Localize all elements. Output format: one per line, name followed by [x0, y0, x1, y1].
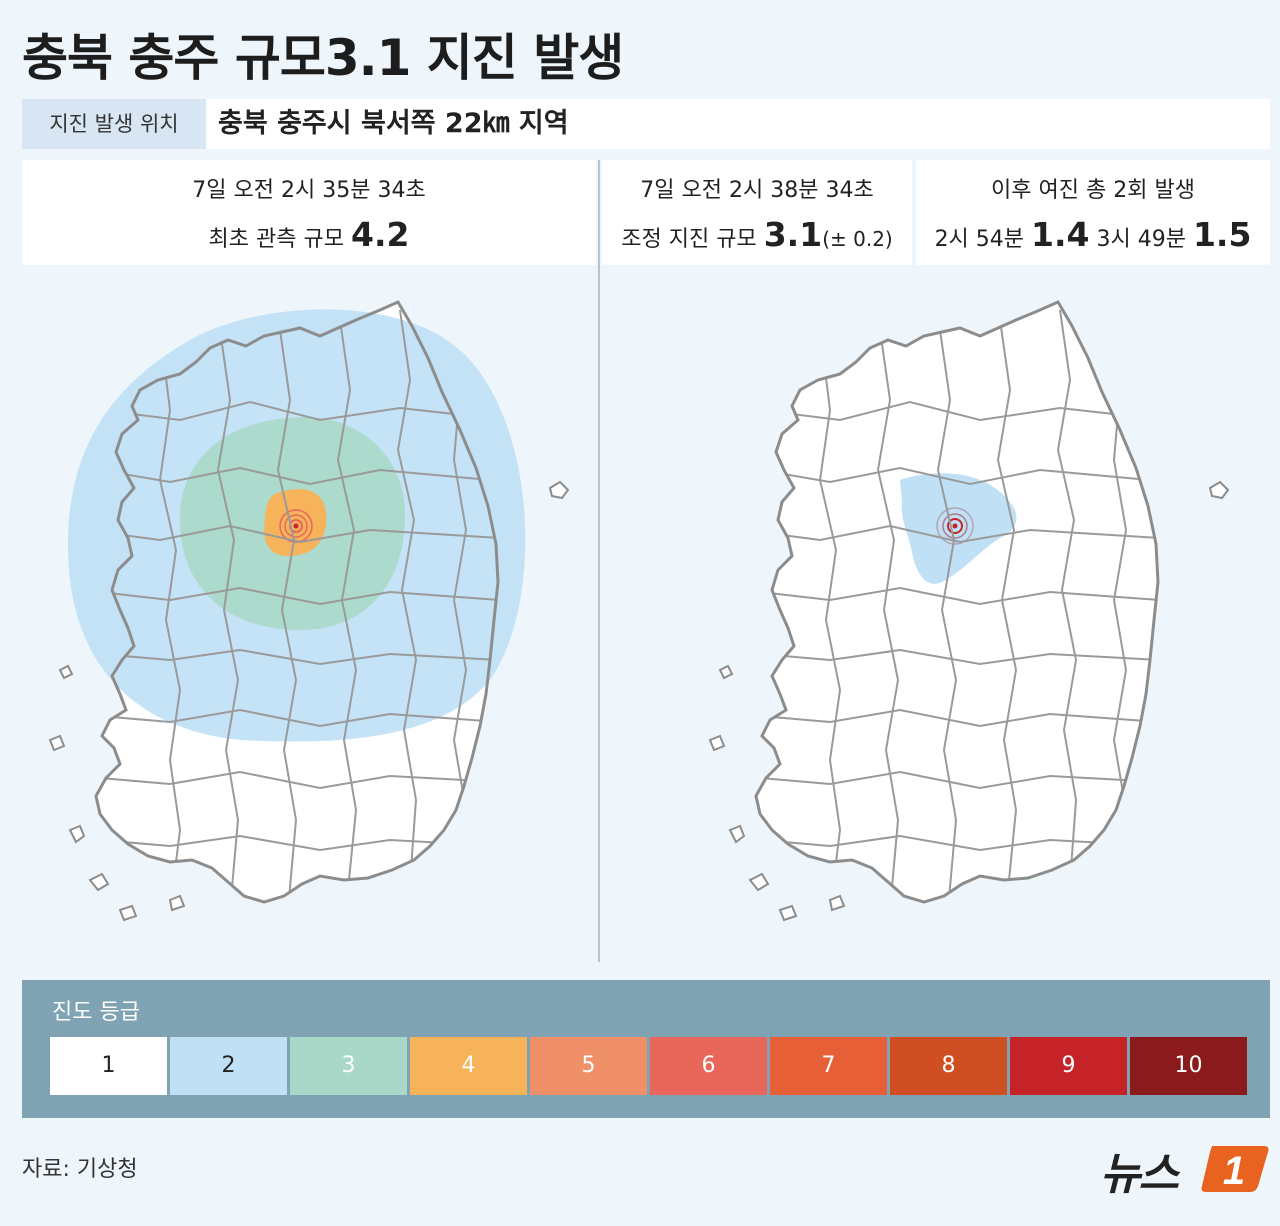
intensity-level-3: 3: [290, 1037, 407, 1095]
intensity-scale-title: 진도 등급: [52, 1000, 140, 1025]
first-report-label: 최초 관측 규모: [208, 227, 344, 252]
intensity-level-6: 6: [650, 1037, 767, 1095]
news1-logo: 뉴스 1: [1100, 1138, 1272, 1200]
intensity-level-9: 9: [1010, 1037, 1127, 1095]
aftershock-2-magnitude: 1.5: [1192, 215, 1252, 254]
map-left: [48, 300, 570, 922]
aftershock-box: 이후 여진 총 2회 발생 2시 54분 1.4 3시 49분 1.5: [916, 160, 1270, 265]
first-report-magnitude: 4.2: [350, 215, 410, 254]
location-bar: 지진 발생 위치 충북 충주시 북서쪽 22㎞ 지역: [22, 99, 1270, 149]
intensity-level-4: 4: [410, 1037, 527, 1095]
first-report-time: 7일 오전 2시 35분 34초: [192, 178, 426, 203]
aftershock-values: 2시 54분 1.4 3시 49분 1.5: [916, 214, 1270, 261]
aftershock-1-time: 2시 54분: [934, 227, 1025, 252]
epicenter-marker-right: [936, 507, 974, 545]
adjusted-margin: (± 0.2): [822, 227, 893, 251]
first-report-magnitude-line: 최초 관측 규모 4.2: [22, 214, 596, 261]
epicenter-marker-left: [279, 509, 313, 543]
intensity-level-8: 8: [890, 1037, 1007, 1095]
district-borders-left: [99, 309, 498, 902]
islands-left: [48, 480, 570, 922]
source-credit: 자료: 기상청: [22, 1157, 138, 1182]
intensity-level-1: 1: [50, 1037, 167, 1095]
adjusted-magnitude: 3.1: [763, 215, 823, 254]
adjusted-magnitude-line: 조정 지진 규모 3.1(± 0.2): [602, 214, 912, 261]
aftershock-headline: 이후 여진 총 2회 발생: [991, 178, 1195, 203]
map-right: [708, 300, 1230, 922]
intensity-level-10: 10: [1130, 1037, 1247, 1095]
adjusted-time: 7일 오전 2시 38분 34초: [640, 178, 874, 203]
aftershock-1-magnitude: 1.4: [1031, 215, 1090, 254]
adjusted-label: 조정 지진 규모: [621, 227, 757, 252]
first-report-box: 7일 오전 2시 35분 34초 최초 관측 규모 4.2: [22, 160, 596, 265]
intensity-level-2: 2: [170, 1037, 287, 1095]
district-borders-right: [759, 309, 1158, 902]
zone-level-2-right: [900, 473, 1017, 584]
location-label: 지진 발생 위치: [22, 99, 206, 149]
logo-mark: 1: [1201, 1146, 1269, 1193]
intensity-scale: 진도 등급 1 2 3 4 5 6 7 8 9 10: [22, 980, 1270, 1118]
islands-right: [708, 480, 1230, 922]
location-value: 충북 충주시 북서쪽 22㎞ 지역: [218, 108, 569, 139]
page-title: 충북 충주 규모3.1 지진 발생: [22, 29, 624, 87]
intensity-level-7: 7: [770, 1037, 887, 1095]
aftershock-2-time: 3시 49분: [1096, 227, 1186, 252]
logo-text: 뉴스: [1100, 1149, 1179, 1200]
adjusted-box: 7일 오전 2시 38분 34초 조정 지진 규모 3.1(± 0.2): [602, 160, 912, 265]
column-divider: [598, 160, 600, 962]
logo-mark-text: 1: [1223, 1149, 1245, 1193]
intensity-level-5: 5: [530, 1037, 647, 1095]
